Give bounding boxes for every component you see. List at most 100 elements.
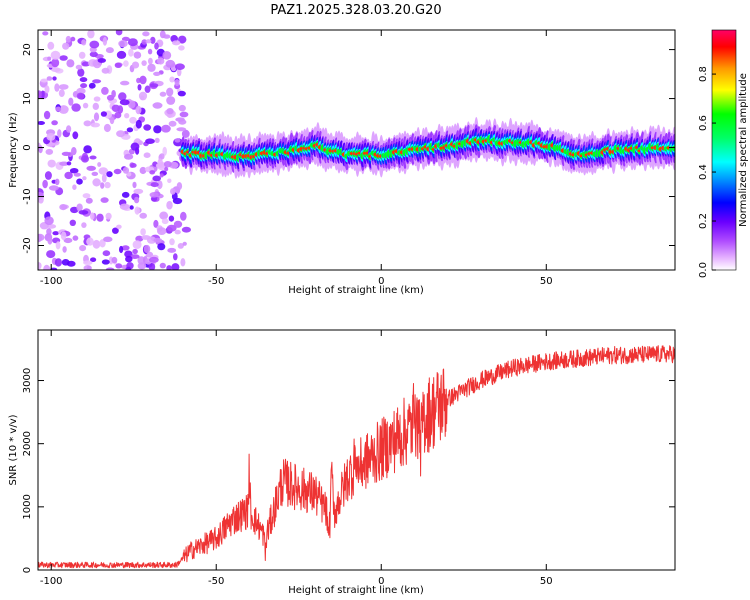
bottom-x-tick-label: -50 [208, 576, 224, 587]
heatmap-cell [68, 97, 74, 106]
heatmap-cell [83, 120, 92, 127]
top-y-tick-label: -10 [22, 188, 33, 204]
heatmap-cell [166, 265, 172, 270]
colorbar-tick-label: 0.6 [698, 115, 709, 131]
heatmap-cell [169, 76, 175, 83]
heatmap-cell [81, 222, 87, 229]
heatmap-cell [180, 211, 187, 221]
heatmap-cell [165, 59, 176, 68]
heatmap-cell [149, 256, 159, 263]
snr-frame [37, 329, 676, 571]
heatmap-cell [109, 116, 115, 125]
bottom-x-tick-label: -100 [40, 576, 63, 587]
heatmap-cell [162, 51, 172, 60]
heatmap-cell [176, 67, 182, 77]
heatmap-cell [76, 178, 83, 185]
heatmap-cell [164, 166, 169, 172]
heatmap-cell [159, 262, 166, 269]
heatmap-cell [143, 124, 152, 131]
heatmap-cell [38, 121, 45, 125]
colorbar-tick-label: 0.0 [698, 262, 709, 278]
heatmap-cell [100, 111, 107, 117]
heatmap-cell [106, 171, 113, 178]
heatmap-cell [46, 133, 56, 141]
heatmap-cell [76, 87, 86, 95]
heatmap-cell [149, 83, 159, 88]
heatmap-cell [59, 161, 69, 166]
heatmap-cell [66, 161, 72, 166]
heatmap-cell [77, 68, 85, 77]
heatmap-cell [40, 78, 49, 83]
heatmap-cell [157, 158, 163, 168]
heatmap-cell [153, 219, 159, 228]
heatmap-cell [100, 197, 109, 203]
heatmap-cell [142, 31, 150, 37]
heatmap-cell [173, 220, 183, 228]
heatmap-cell [48, 185, 59, 191]
heatmap-cell [147, 48, 153, 55]
heatmap-cell [111, 256, 118, 264]
heatmap-cell [177, 90, 186, 97]
heatmap-cell [134, 196, 140, 204]
heatmap-cell [47, 41, 55, 50]
heatmap-cell [90, 122, 101, 128]
heatmap-cell [90, 257, 97, 263]
heatmap-cell [98, 167, 109, 175]
heatmap-cell [168, 120, 177, 127]
heatmap-cell [42, 31, 49, 36]
heatmap-cell [166, 87, 174, 97]
top-y-tick-label: -20 [22, 237, 33, 253]
heatmap-cell [138, 140, 143, 145]
heatmap-cell [163, 161, 172, 168]
heatmap-cell [69, 168, 79, 174]
heatmap-cell [113, 168, 122, 175]
heatmap-cell [178, 35, 187, 44]
heatmap-cell [166, 200, 173, 210]
heatmap-cell [128, 48, 134, 57]
heatmap-cell [153, 71, 161, 76]
heatmap-cell [97, 58, 107, 63]
heatmap-cell [138, 91, 148, 101]
heatmap-cell [92, 178, 101, 187]
heatmap-cell [125, 255, 133, 263]
chart-title: PAZ1.2025.328.03.20.G20 [270, 3, 441, 18]
top-y-tick-label: 10 [22, 92, 33, 105]
top-y-tick-label: 20 [22, 43, 33, 56]
heatmap-cell [150, 36, 156, 44]
heatmap-cell [62, 246, 67, 253]
heatmap-cell [81, 155, 89, 163]
heatmap-cell [50, 267, 58, 270]
heatmap-cell [154, 137, 160, 143]
heatmap-cell [65, 35, 72, 43]
heatmap-cell [46, 250, 56, 259]
heatmap-cell [122, 167, 130, 174]
heatmap-cell [121, 245, 130, 251]
heatmap-cell [46, 228, 52, 236]
heatmap-cell [174, 138, 181, 143]
heatmap-cell [114, 62, 122, 68]
heatmap-cell [116, 50, 127, 59]
heatmap-cell [179, 111, 189, 118]
heatmap-cell [61, 259, 70, 266]
heatmap-cell [115, 263, 123, 269]
heatmap-cell [168, 215, 175, 222]
heatmap-cell [59, 204, 68, 211]
bottom-y-ticks: 0 1000 2000 3000 [22, 368, 675, 573]
heatmap-cell [83, 265, 92, 270]
heatmap-cell [157, 243, 166, 251]
heatmap-cell [153, 237, 163, 243]
heatmap-cell [178, 104, 186, 112]
heatmap-cell [79, 77, 88, 83]
heatmap-cell [178, 119, 187, 125]
heatmap-cell [83, 145, 92, 154]
bottom-y-tick-label: 1000 [22, 494, 33, 519]
heatmap-cell [167, 247, 177, 253]
heatmap-cell [120, 80, 130, 86]
heatmap-cell [59, 55, 68, 61]
heatmap-cell [85, 197, 93, 204]
heatmap-cell [131, 61, 140, 69]
heatmap-cell [166, 108, 174, 115]
heatmap-cell [69, 219, 77, 226]
heatmap-cell [166, 96, 176, 105]
heatmap-cell [82, 193, 91, 199]
